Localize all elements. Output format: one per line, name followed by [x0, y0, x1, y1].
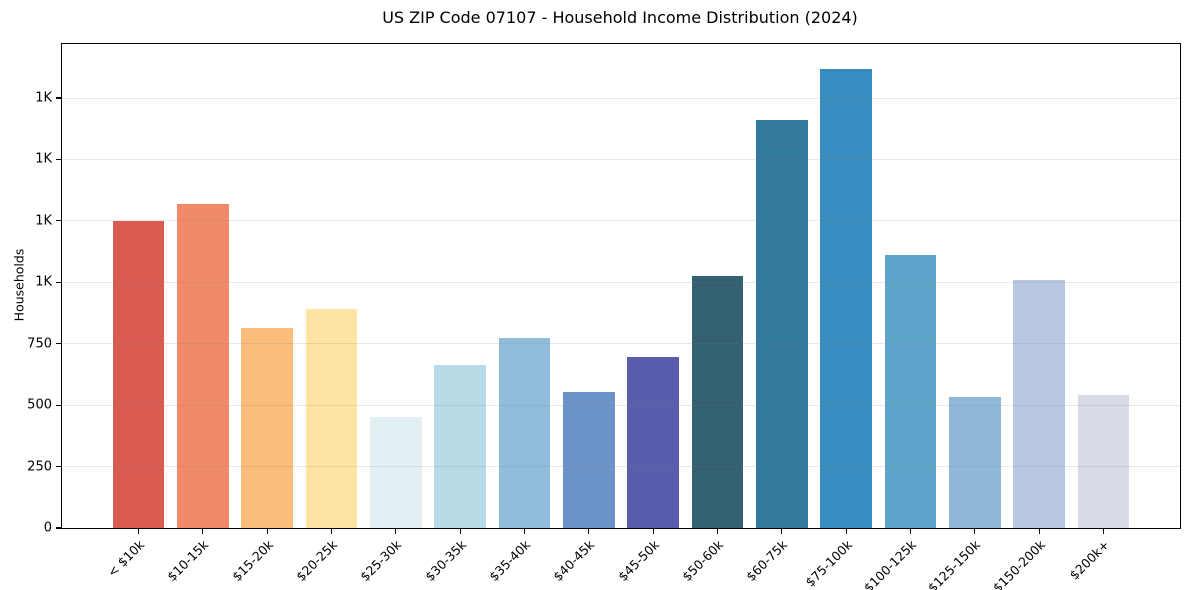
bar	[691, 276, 744, 528]
bar	[627, 357, 679, 528]
bar	[1077, 395, 1130, 528]
x-tick	[266, 529, 268, 534]
y-tick	[56, 404, 61, 406]
bar	[370, 417, 422, 528]
chart-title: US ZIP Code 07107 - Household Income Dis…	[382, 8, 858, 27]
x-tick	[588, 529, 590, 534]
y-tick	[56, 158, 61, 161]
bar	[820, 68, 872, 528]
bar	[305, 309, 358, 528]
y-tick	[56, 527, 61, 529]
x-tick	[909, 529, 912, 534]
y-tick-label: 0	[43, 520, 52, 536]
bar	[563, 391, 615, 528]
y-tick	[56, 343, 61, 345]
y-tick-label: 250	[27, 459, 52, 475]
bar	[112, 220, 165, 528]
x-tick	[716, 529, 719, 534]
y-tick-label: 1K	[35, 274, 52, 290]
x-tick	[395, 529, 397, 534]
plot-area: 0 250 500 750 1K 1K 1K 1K < $10k $10-15k $15-20k $2…	[27, 43, 1181, 590]
x-tick	[137, 529, 140, 534]
y-tick-label: 750	[27, 336, 52, 352]
y-tick	[56, 220, 61, 222]
y-tick-label: 1K	[35, 151, 52, 167]
bar	[949, 396, 1001, 528]
x-tick	[652, 529, 654, 534]
x-tick	[1038, 529, 1040, 534]
y-axis-title: Households	[11, 248, 27, 322]
bar	[756, 120, 808, 528]
y-tick-label: 1K	[35, 213, 52, 229]
bar	[1013, 279, 1065, 528]
bar-layer	[62, 44, 1180, 528]
bar	[177, 203, 229, 528]
y-tick-label: 1K	[35, 90, 52, 106]
y-tick	[56, 465, 61, 468]
y-tick	[56, 97, 61, 99]
bar	[434, 364, 486, 528]
x-tick	[523, 529, 526, 534]
bar	[498, 337, 551, 528]
x-tick	[1102, 529, 1105, 534]
bar	[884, 255, 937, 528]
x-tick	[974, 529, 976, 534]
x-tick	[330, 529, 333, 534]
y-tick-label: 500	[27, 397, 52, 413]
x-tick	[845, 529, 847, 534]
y-tick	[56, 281, 61, 283]
x-tick	[781, 529, 783, 534]
bar	[241, 327, 293, 528]
x-tick	[202, 529, 204, 534]
x-tick	[459, 529, 461, 534]
